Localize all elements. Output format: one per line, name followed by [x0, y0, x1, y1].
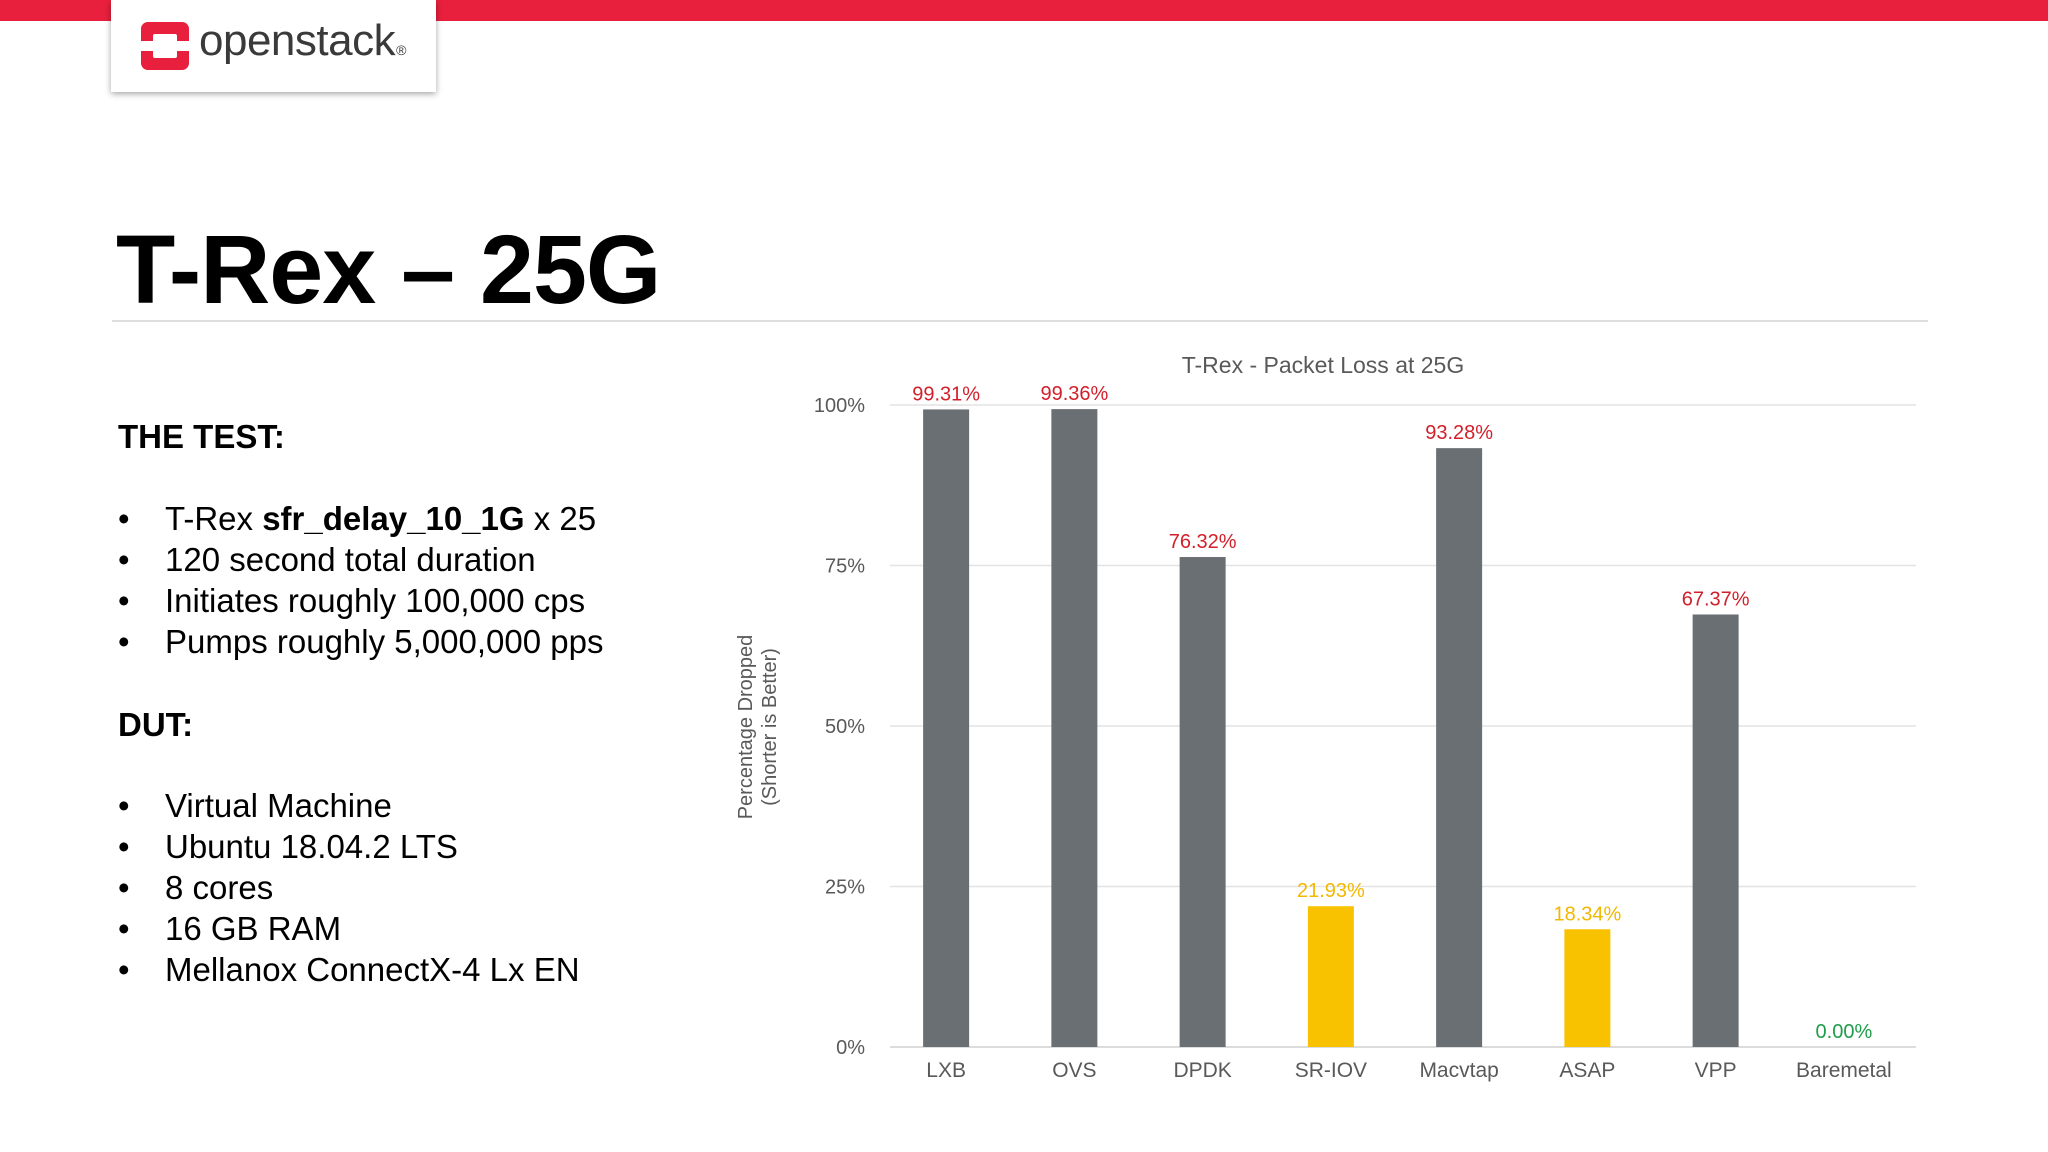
bar — [923, 409, 970, 1047]
data-label: 93.28% — [1425, 422, 1493, 444]
data-label: 0.00% — [1816, 1021, 1873, 1043]
bar — [1692, 614, 1739, 1047]
bar — [1436, 448, 1483, 1047]
data-label: 76.32% — [1169, 531, 1237, 553]
bar — [1179, 557, 1226, 1047]
dut-heading: DUT: — [118, 706, 194, 743]
data-label: 99.31% — [912, 383, 980, 405]
y-axis-label-note: (Shorter is Better) — [759, 648, 781, 806]
x-tick-label: LXB — [926, 1059, 966, 1082]
x-tick-label: Macvtap — [1419, 1059, 1498, 1082]
dut-item: Mellanox ConnectX-4 Lx EN — [118, 949, 580, 990]
dut-item: Virtual Machine — [118, 785, 580, 826]
test-item: Initiates roughly 100,000 cps — [118, 580, 603, 621]
test-heading: THE TEST: — [118, 418, 285, 455]
bar — [1307, 906, 1354, 1047]
title-divider — [112, 320, 1928, 322]
y-tick-label: 75% — [825, 556, 865, 578]
dut-item: 8 cores — [118, 867, 580, 908]
bar — [1564, 929, 1611, 1047]
data-label: 67.37% — [1682, 588, 1750, 610]
test-item: 120 second total duration — [118, 539, 603, 580]
data-label: 21.93% — [1297, 880, 1365, 902]
bar — [1051, 409, 1098, 1048]
packet-loss-chart: T-Rex - Packet Loss at 25G Percentage Dr… — [735, 352, 1916, 1082]
x-tick-label: DPDK — [1173, 1059, 1231, 1082]
x-tick-label: VPP — [1695, 1059, 1737, 1082]
openstack-logo: openstack® — [111, 0, 436, 92]
x-tick-label: ASAP — [1559, 1059, 1615, 1082]
x-tick-label: OVS — [1052, 1059, 1096, 1082]
data-label: 18.34% — [1553, 903, 1621, 925]
dut-list: Virtual Machine Ubuntu 18.04.2 LTS 8 cor… — [118, 785, 580, 990]
test-item: T-Rex sfr_delay_10_1G x 25 — [118, 498, 603, 539]
trademark-icon: ® — [396, 42, 406, 58]
data-label: 99.36% — [1040, 383, 1108, 405]
y-tick-label: 25% — [825, 877, 865, 899]
slide-title: T-Rex – 25G — [116, 215, 661, 324]
chart-title: T-Rex - Packet Loss at 25G — [1182, 352, 1465, 378]
top-accent-bar — [0, 0, 2048, 21]
test-list: T-Rex sfr_delay_10_1G x 25 120 second to… — [118, 498, 603, 662]
dut-item: Ubuntu 18.04.2 LTS — [118, 826, 580, 867]
logo-wordmark: openstack® — [199, 16, 406, 65]
test-item: Pumps roughly 5,000,000 pps — [118, 621, 603, 662]
y-axis-label: Percentage Dropped — [735, 635, 757, 820]
openstack-logo-icon — [141, 22, 189, 70]
y-tick-label: 50% — [825, 716, 865, 738]
y-tick-label: 0% — [836, 1037, 865, 1059]
x-tick-label: Baremetal — [1796, 1059, 1892, 1082]
dut-item: 16 GB RAM — [118, 908, 580, 949]
y-tick-label: 100% — [814, 395, 865, 417]
x-tick-label: SR-IOV — [1295, 1059, 1367, 1082]
